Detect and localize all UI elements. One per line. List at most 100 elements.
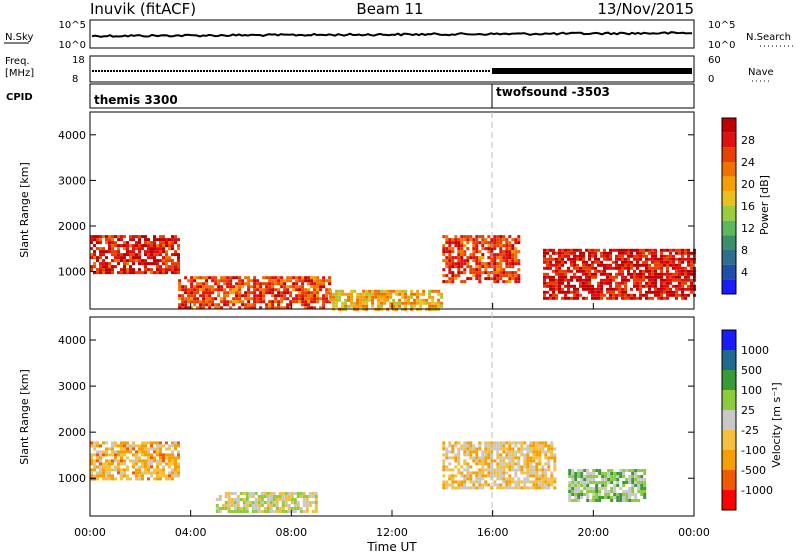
data-cell <box>281 510 285 513</box>
data-cell <box>156 468 159 472</box>
data-cell <box>505 450 509 454</box>
data-cell <box>541 474 545 478</box>
data-cell <box>597 281 600 285</box>
data-cell <box>654 248 657 252</box>
data-cell <box>591 275 594 279</box>
data-cell <box>431 301 435 305</box>
data-cell <box>247 297 251 301</box>
data-cell <box>316 300 320 304</box>
data-cell <box>669 293 672 297</box>
data-cell <box>544 453 548 457</box>
data-cell <box>618 272 621 276</box>
data-cell <box>687 248 690 252</box>
data-cell <box>256 288 260 292</box>
data-cell <box>600 284 603 288</box>
data-cell <box>672 275 675 279</box>
data-cell <box>280 294 284 298</box>
data-cell <box>472 241 476 245</box>
data-cell <box>380 304 384 308</box>
data-cell <box>257 498 261 501</box>
data-cell <box>445 262 449 266</box>
data-cell <box>550 474 554 478</box>
data-cell <box>502 441 506 445</box>
data-cell <box>481 483 485 487</box>
data-cell <box>538 468 542 472</box>
data-cell <box>619 499 623 502</box>
data-cell <box>508 444 512 448</box>
data-cell <box>514 253 518 257</box>
data-cell <box>613 487 617 490</box>
data-cell <box>202 306 206 310</box>
data-cell <box>567 266 570 270</box>
nave-trace <box>492 68 692 74</box>
data-cell <box>165 256 168 260</box>
data-cell <box>289 306 293 310</box>
data-cell <box>310 282 314 286</box>
data-cell <box>549 296 552 300</box>
data-cell <box>442 462 446 466</box>
data-cell <box>162 474 165 478</box>
data-cell <box>639 287 642 291</box>
data-cell <box>511 441 515 445</box>
data-cell <box>184 285 188 289</box>
data-cell <box>245 495 249 498</box>
data-cell <box>153 262 156 266</box>
data-cell <box>111 271 114 275</box>
data-cell <box>150 471 153 475</box>
data-cell <box>328 282 332 286</box>
data-cell <box>224 504 228 507</box>
data-cell <box>564 275 567 279</box>
data-cell <box>588 263 591 267</box>
data-cell <box>603 248 606 252</box>
data-cell <box>132 256 135 260</box>
data-cell <box>238 300 242 304</box>
data-cell <box>141 477 144 481</box>
data-cell <box>329 298 333 302</box>
data-cell <box>618 263 621 267</box>
data-cell <box>651 284 654 288</box>
data-cell <box>235 291 239 295</box>
data-cell <box>610 475 614 478</box>
data-cell <box>168 471 171 475</box>
data-cell <box>544 468 548 472</box>
data-cell <box>666 269 669 273</box>
data-cell <box>156 268 159 272</box>
colorbar-tick-label: 8 <box>741 244 748 257</box>
data-cell <box>645 257 648 261</box>
data-cell <box>448 483 452 487</box>
data-cell <box>440 301 444 305</box>
data-cell <box>478 280 482 284</box>
data-cell <box>625 481 629 484</box>
data-cell <box>546 266 549 270</box>
data-cell <box>445 241 449 245</box>
data-cell <box>262 276 266 280</box>
data-cell <box>517 250 521 254</box>
data-cell <box>648 287 651 291</box>
data-cell <box>292 297 296 301</box>
data-cell <box>654 269 657 273</box>
data-cell <box>585 275 588 279</box>
data-cell <box>514 238 518 242</box>
data-cell <box>526 459 530 463</box>
data-cell <box>580 472 584 475</box>
data-cell <box>286 285 290 289</box>
data-cell <box>313 294 317 298</box>
data-cell <box>114 456 117 460</box>
data-cell <box>567 278 570 282</box>
data-cell <box>259 297 263 301</box>
data-cell <box>356 295 360 299</box>
data-cell <box>561 278 564 282</box>
data-cell <box>117 471 120 475</box>
data-cell <box>165 271 168 275</box>
data-cell <box>442 468 446 472</box>
data-cell <box>493 235 497 239</box>
data-cell <box>678 269 681 273</box>
data-cell <box>669 290 672 294</box>
data-cell <box>187 279 191 283</box>
data-cell <box>502 465 506 469</box>
data-cell <box>153 447 156 451</box>
data-cell <box>648 272 651 276</box>
data-cell <box>123 447 126 451</box>
data-cell <box>475 277 479 281</box>
data-cell <box>624 281 627 285</box>
